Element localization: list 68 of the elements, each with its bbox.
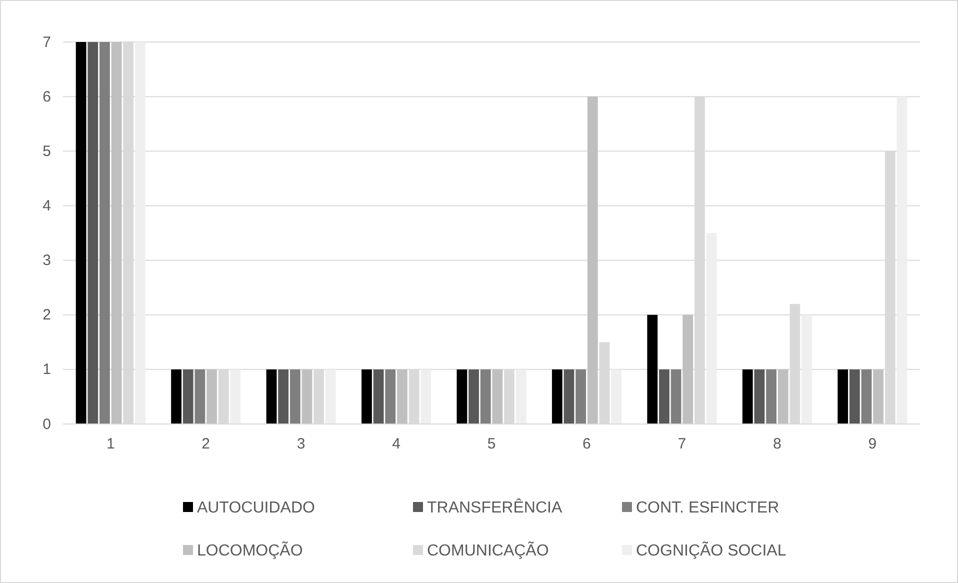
bar: [385, 369, 396, 424]
bar: [682, 314, 694, 424]
x-tick-label: 5: [487, 436, 496, 453]
y-tick-label: 4: [42, 198, 51, 215]
bar: [742, 369, 753, 424]
legend-label: AUTOCUIDADO: [197, 500, 315, 517]
bar: [564, 369, 574, 424]
y-tick-label: 2: [42, 306, 51, 324]
bar: [420, 369, 432, 424]
bar: [838, 369, 848, 424]
bar: [171, 369, 182, 424]
y-tick-label: 0: [42, 416, 51, 433]
x-tick-label: 1: [106, 436, 115, 453]
bar: [802, 314, 812, 424]
bar: [230, 369, 241, 424]
bar: [182, 369, 194, 424]
y-tick-label: 5: [42, 142, 51, 160]
legend-label: COMUNICAÇÃO: [427, 540, 549, 560]
bar: [670, 369, 682, 424]
bar: [552, 369, 562, 424]
legend-label: LOCOMOÇÃO: [197, 540, 303, 560]
bar: [302, 369, 312, 424]
bar: [492, 369, 503, 424]
bar: [766, 369, 776, 424]
bar: [706, 233, 717, 424]
bar: [111, 42, 122, 424]
bar: [396, 369, 408, 424]
bar: [290, 369, 300, 424]
legend-label: CONT. ESFINCTER: [636, 500, 780, 517]
bar: [325, 369, 336, 424]
bar: [266, 369, 277, 424]
bar: [373, 369, 384, 424]
y-tick-label: 3: [42, 252, 51, 270]
bar: [587, 96, 598, 424]
x-tick-label: 3: [296, 436, 306, 453]
bar: [468, 369, 479, 424]
bar: [134, 42, 146, 424]
bar: [516, 369, 526, 424]
bar: [362, 369, 372, 424]
bar: [456, 369, 468, 424]
bar: [849, 369, 860, 424]
bar: [896, 96, 908, 424]
bar: [100, 42, 110, 424]
bar: [278, 369, 289, 424]
bar: [194, 369, 206, 424]
bar: [647, 314, 658, 424]
x-tick-label: 9: [868, 436, 877, 453]
y-tick-label: 1: [42, 361, 51, 378]
bar: [659, 369, 670, 424]
x-tick-label: 2: [202, 436, 210, 453]
legend-label: TRANSFERÊNCIA: [427, 498, 562, 517]
x-tick-label: 8: [772, 436, 782, 453]
bar: [611, 369, 622, 424]
legend-label: COGNIÇÃO SOCIAL: [636, 540, 786, 560]
bar: [754, 369, 765, 424]
x-tick-label: 6: [582, 436, 591, 453]
bar: [576, 369, 586, 424]
bar: [88, 42, 98, 424]
y-tick-label: 6: [42, 88, 51, 106]
bar: [206, 369, 217, 424]
bar: [480, 369, 491, 424]
bar: [778, 369, 788, 424]
bar: [76, 42, 86, 424]
bar: [861, 369, 872, 424]
y-tick-label: 7: [42, 34, 51, 51]
bar: [873, 369, 884, 424]
x-tick-label: 7: [678, 436, 686, 453]
x-tick-label: 4: [392, 436, 400, 453]
